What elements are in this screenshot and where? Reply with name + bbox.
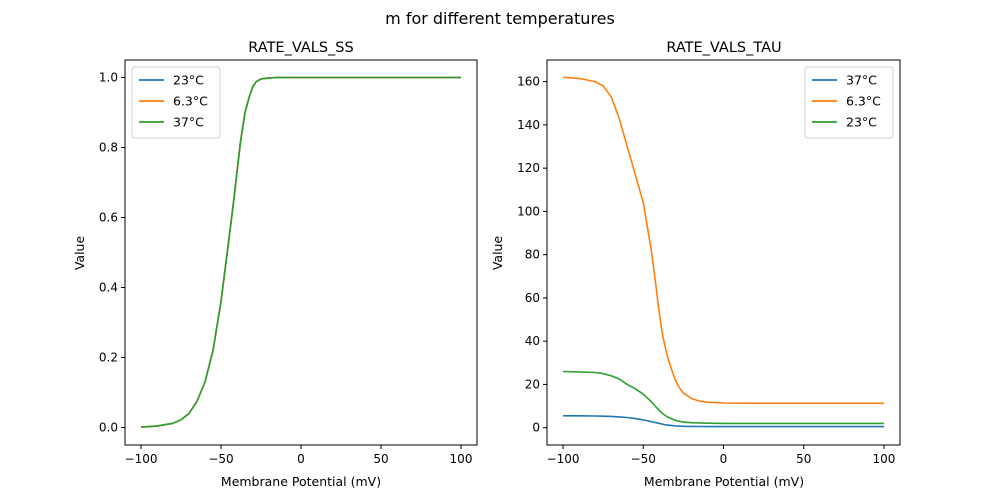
chart-tau-xlabel: Membrane Potential (mV) [644, 474, 804, 489]
y-tick-label: 140 [517, 118, 540, 132]
chart-tau-title: RATE_VALS_TAU [666, 40, 781, 56]
y-tick-label: 160 [517, 75, 540, 89]
legend-label: 6.3°C [846, 94, 881, 109]
x-tick-label: −50 [631, 452, 656, 466]
chart-ss-ylabel: Value [72, 236, 87, 271]
chart-ss-xlabel: Membrane Potential (mV) [221, 474, 381, 489]
x-tick-label: −100 [125, 452, 158, 466]
series-line-0 [563, 414, 884, 428]
y-tick-label: 0.0 [99, 421, 118, 435]
legend-box [131, 66, 221, 139]
x-tick-label: −50 [208, 452, 233, 466]
x-tick-label: 100 [450, 452, 473, 466]
legend-label: 23°C [846, 115, 877, 130]
chart-tau-legend: 37°C 6.3°C 23°C [804, 66, 894, 139]
y-tick-label: 120 [517, 161, 540, 175]
y-tick-label: 1.0 [99, 71, 118, 85]
y-tick-label: 0.2 [99, 351, 118, 365]
legend-label: 37°C [173, 115, 204, 130]
y-tick-label: 40 [525, 334, 540, 348]
series-line-2 [140, 76, 461, 428]
chart-tau-plot: −100 −50 0 50 100 0 20 40 60 80 100 120 140 160 [517, 75, 895, 466]
x-tick-label: 50 [796, 452, 811, 466]
legend-label: 37°C [846, 73, 877, 88]
y-tick-label: 100 [517, 204, 540, 218]
x-tick-label: 0 [297, 452, 305, 466]
chart-ss: RATE_VALS_SS −100 −50 0 50 100 0.0 0.2 0.4 0.6 0.… [72, 40, 478, 489]
chart-ss-plot: −100 −50 0 50 100 0.0 0.2 0.4 0.6 0.8 1.0 [99, 71, 473, 467]
legend-label: 6.3°C [173, 94, 208, 109]
chart-ss-title: RATE_VALS_SS [248, 40, 353, 56]
chart-tau-axes-frame [546, 59, 901, 446]
y-tick-label: 0.8 [99, 141, 118, 155]
legend-label: 23°C [173, 73, 204, 88]
y-tick-label: 20 [525, 377, 540, 391]
y-tick-label: 0.4 [99, 281, 118, 295]
y-tick-label: 0.6 [99, 211, 118, 225]
y-tick-label: 60 [525, 291, 540, 305]
chart-tau: RATE_VALS_TAU −100 −50 0 50 100 0 20 40 60 80 100 1… [490, 40, 901, 489]
legend-box [804, 66, 894, 139]
y-tick-label: 0 [532, 421, 540, 435]
x-tick-label: 50 [373, 452, 388, 466]
chart-ss-legend: 23°C 6.3°C 37°C [131, 66, 221, 139]
x-tick-label: 100 [873, 452, 896, 466]
figure-title: m for different temperatures [385, 9, 615, 28]
series-line-1 [562, 76, 884, 405]
chart-ss-axes-frame [124, 59, 478, 446]
series-line-2 [562, 370, 884, 425]
x-tick-label: −100 [547, 452, 580, 466]
chart-tau-ylabel: Value [490, 236, 505, 271]
x-tick-label: 0 [720, 452, 728, 466]
y-tick-label: 80 [525, 248, 540, 262]
